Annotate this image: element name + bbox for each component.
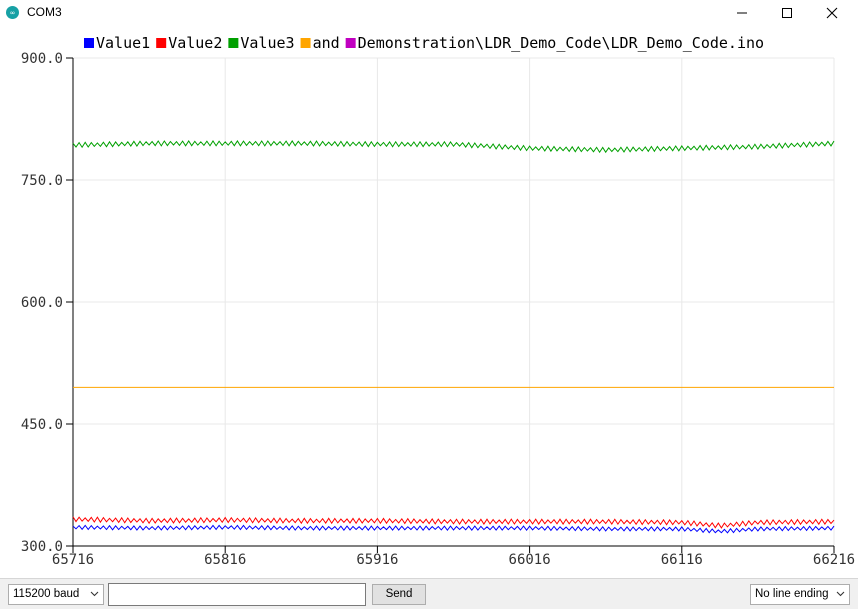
y-tick-label: 450.0 bbox=[21, 417, 63, 433]
x-tick-label: 65716 bbox=[52, 552, 94, 568]
grid-lines bbox=[72, 57, 835, 547]
legend-swatch bbox=[300, 38, 311, 48]
baud-rate-select[interactable]: 115200 baud bbox=[8, 584, 104, 605]
x-tick-label: 65916 bbox=[356, 552, 398, 568]
close-icon bbox=[826, 7, 838, 19]
legend-swatch bbox=[156, 38, 167, 48]
legend-label: Demonstration\LDR_Demo_Code\LDR_Demo_Cod… bbox=[358, 34, 764, 52]
series-line-value2 bbox=[72, 516, 835, 529]
chevron-down-icon bbox=[836, 591, 845, 597]
x-tick-label: 66116 bbox=[661, 552, 703, 568]
legend-label: Value1 bbox=[96, 34, 150, 52]
minimize-button[interactable] bbox=[719, 0, 765, 26]
axes: 300.0 450.0 600.0 750.0 900.0 65716 65816 65916… bbox=[21, 51, 855, 568]
y-tick-label: 600.0 bbox=[21, 295, 63, 311]
series-line-value1 bbox=[72, 524, 835, 534]
line-ending-select[interactable]: No line ending bbox=[750, 584, 850, 605]
line-ending-value: No line ending bbox=[755, 588, 829, 600]
close-button[interactable] bbox=[809, 0, 855, 26]
y-tick-label: 300.0 bbox=[21, 539, 63, 555]
legend-swatch bbox=[84, 38, 94, 48]
x-tick-label: 65816 bbox=[204, 552, 246, 568]
window-title: COM3 bbox=[27, 5, 62, 19]
legend-label: and bbox=[313, 34, 340, 52]
title-bar: ∞ COM3 bbox=[0, 0, 858, 26]
svg-text:∞: ∞ bbox=[10, 9, 16, 17]
message-input[interactable] bbox=[108, 583, 366, 606]
series-line-value3 bbox=[72, 140, 835, 154]
y-tick-label: 750.0 bbox=[21, 173, 63, 189]
serial-plotter-area: 300.0 450.0 600.0 750.0 900.0 65716 65816 65916… bbox=[0, 26, 858, 578]
x-tick-label: 66216 bbox=[813, 552, 855, 568]
series-lines bbox=[72, 140, 835, 534]
chevron-down-icon bbox=[90, 591, 99, 597]
legend-label: Value3 bbox=[240, 34, 294, 52]
arduino-icon: ∞ bbox=[6, 6, 19, 19]
minimize-icon bbox=[737, 12, 747, 14]
send-button[interactable]: Send bbox=[372, 584, 426, 605]
legend-label: Value2 bbox=[168, 34, 222, 52]
y-tick-label: 900.0 bbox=[21, 51, 63, 67]
baud-rate-value: 115200 baud bbox=[13, 588, 80, 600]
legend: Value1 Value2 Value3 and Demonstration\LDR_D… bbox=[84, 34, 764, 52]
legend-swatch bbox=[228, 38, 239, 48]
x-tick-label: 66016 bbox=[509, 552, 551, 568]
serial-plot-chart: 300.0 450.0 600.0 750.0 900.0 65716 65816 65916… bbox=[21, 34, 855, 568]
maximize-button[interactable] bbox=[764, 0, 810, 26]
legend-swatch bbox=[345, 38, 356, 48]
bottom-toolbar: 115200 baud Send No line ending bbox=[0, 578, 858, 609]
maximize-icon bbox=[782, 8, 792, 18]
